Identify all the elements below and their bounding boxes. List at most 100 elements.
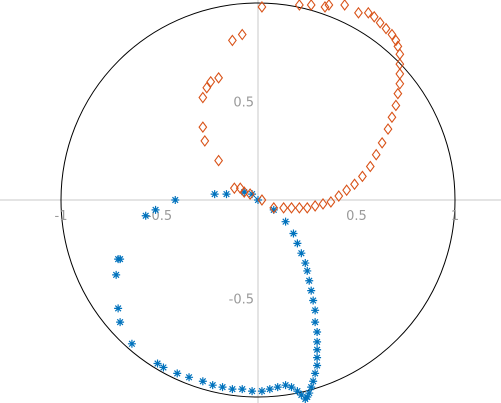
diamond-point (381, 22, 391, 35)
diamond-point (302, 201, 312, 214)
asterisk-point (293, 239, 302, 248)
diamond-point (326, 196, 336, 208)
diamond-point (214, 154, 224, 167)
asterisk-point (305, 276, 314, 285)
diamond-point (318, 198, 328, 210)
asterisk-point (116, 255, 125, 264)
asterisk-point (287, 383, 296, 392)
diamond-point (383, 123, 393, 135)
diamond-point (387, 111, 397, 124)
asterisk-point (171, 196, 180, 204)
asterisk-point (281, 381, 290, 390)
asterisk-point (248, 387, 257, 396)
diamond-point (279, 201, 289, 214)
diamond-point (375, 16, 385, 29)
asterisk-point (309, 377, 318, 386)
y-tick-label: 0.5 (233, 96, 254, 111)
x-tick-label: -1 (55, 209, 68, 224)
asterisk-point (311, 369, 320, 378)
diamond-point (227, 34, 237, 47)
asterisk-point (313, 353, 322, 362)
asterisk-point (265, 385, 274, 394)
asterisk-point (248, 190, 257, 199)
x-tick-label: 1 (451, 209, 459, 224)
asterisk-point (303, 266, 312, 275)
diamond-point (363, 6, 373, 19)
asterisk-point (293, 387, 302, 396)
diamond-point (395, 58, 405, 70)
asterisk-point (208, 381, 217, 390)
asterisk-point (313, 345, 322, 354)
diamond-point (369, 10, 379, 23)
asterisk-point (309, 296, 318, 305)
asterisk-point (281, 217, 290, 226)
asterisk-point (301, 394, 310, 403)
diamond-point (334, 190, 344, 202)
asterisk-point (198, 377, 207, 386)
asterisk-point (112, 270, 121, 279)
diamond-point (287, 201, 296, 214)
asterisk-point (151, 205, 160, 214)
diamond-point (214, 71, 224, 84)
asterisk-point (210, 190, 219, 199)
asterisk-point (269, 205, 278, 214)
asterisk-point (141, 211, 150, 220)
diamond-point (294, 201, 304, 214)
unit-circle (60, 2, 456, 398)
diamond-point (340, 0, 350, 11)
asterisk-point (228, 385, 237, 394)
series-1 (112, 188, 322, 403)
diamond-point (371, 148, 381, 161)
x-tick-label: -0.5 (147, 209, 172, 224)
diamond-point (377, 136, 387, 149)
y-tick-label: -0.5 (229, 293, 254, 308)
asterisk-point (297, 391, 306, 400)
diamond-point (395, 77, 405, 90)
asterisk-point (153, 359, 162, 368)
diamond-point (200, 134, 210, 147)
asterisk-point (305, 389, 314, 398)
diamond-point (354, 6, 363, 19)
asterisk-point (257, 387, 266, 396)
diamond-point (387, 28, 397, 41)
diamond-point (235, 182, 245, 195)
diamond-point (202, 81, 212, 94)
asterisk-point (307, 383, 316, 392)
diamond-point (257, 1, 267, 13)
diamond-point (206, 75, 216, 88)
diamond-point (342, 184, 352, 197)
asterisk-point (222, 190, 231, 199)
diamond-point (350, 178, 359, 191)
asterisk-point (218, 383, 227, 392)
diamond-point (324, 0, 334, 11)
asterisk-point (289, 229, 298, 238)
diamond-point (395, 48, 405, 61)
diamond-point (237, 28, 247, 41)
asterisk-point (173, 369, 182, 378)
asterisk-point (313, 337, 322, 346)
diamond-point (391, 99, 401, 112)
asterisk-point (185, 373, 194, 382)
data-series (112, 0, 405, 403)
asterisk-point (307, 286, 316, 295)
asterisk-point (116, 318, 125, 327)
diamond-point (320, 1, 330, 13)
asterisk-point (114, 304, 123, 313)
asterisk-point (311, 318, 320, 327)
diamond-point (395, 68, 405, 80)
asterisk-point (238, 385, 247, 394)
x-tick-label: 0.5 (346, 209, 367, 224)
diamond-point (294, 0, 304, 11)
diamond-point (198, 91, 208, 104)
asterisk-point (313, 361, 322, 370)
asterisk-point (297, 249, 306, 258)
asterisk-point (273, 383, 282, 392)
diamond-point (306, 0, 316, 11)
diamond-point (393, 87, 403, 100)
asterisk-point (127, 339, 136, 348)
diamond-point (198, 121, 208, 134)
asterisk-point (313, 327, 322, 336)
